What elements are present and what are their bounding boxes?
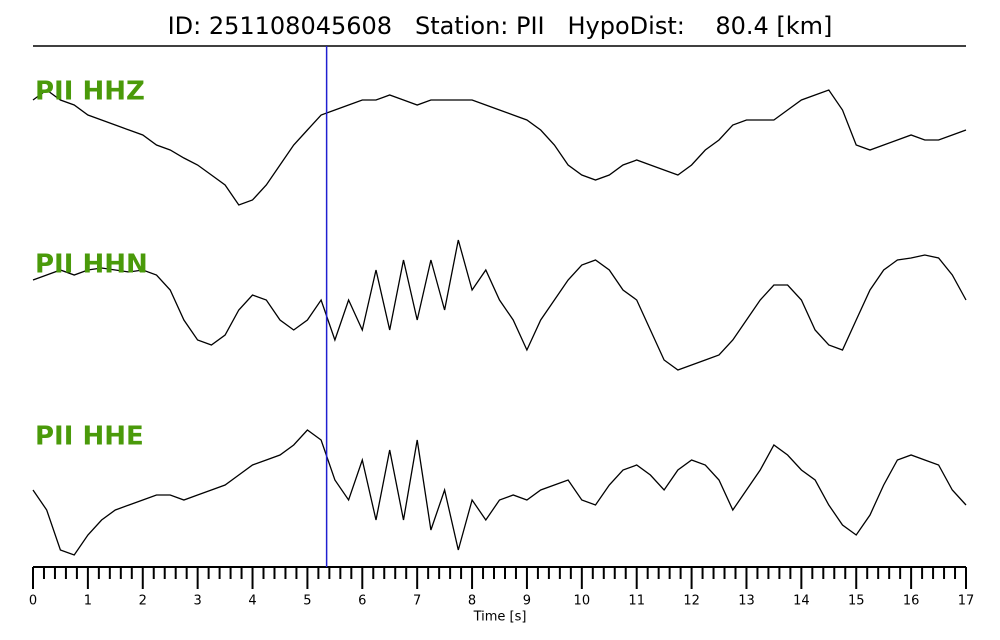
x-tick-label: 17 [958,594,975,609]
x-tick-label: 11 [628,594,645,609]
trace [32,89,967,206]
x-tick-label: 0 [29,594,37,609]
x-tick-label: 10 [574,594,591,609]
x-tick-label: 8 [468,594,476,609]
x-tick-label: 15 [848,594,865,609]
x-tick-label: 13 [738,594,755,609]
x-tick-label: 12 [683,594,700,609]
x-tick-label: 16 [903,594,920,609]
x-tick-label: 6 [358,594,366,609]
trace [32,239,967,371]
x-tick-label: 14 [793,594,810,609]
x-axis-label: Time [s] [473,610,527,625]
x-tick-label: 9 [523,594,531,609]
x-tick-label: 2 [139,594,147,609]
trace [32,429,967,556]
trace-label: PII HHN [35,250,148,280]
chart-title: ID: 251108045608 Station: PII HypoDist: … [168,12,833,40]
x-tick-label: 1 [84,594,92,609]
x-tick-label: 4 [248,594,256,609]
x-tick-label: 5 [303,594,311,609]
trace-label: PII HHZ [35,77,145,107]
trace-label: PII HHE [35,422,144,452]
x-tick-label: 7 [413,594,421,609]
x-tick-label: 3 [194,594,202,609]
